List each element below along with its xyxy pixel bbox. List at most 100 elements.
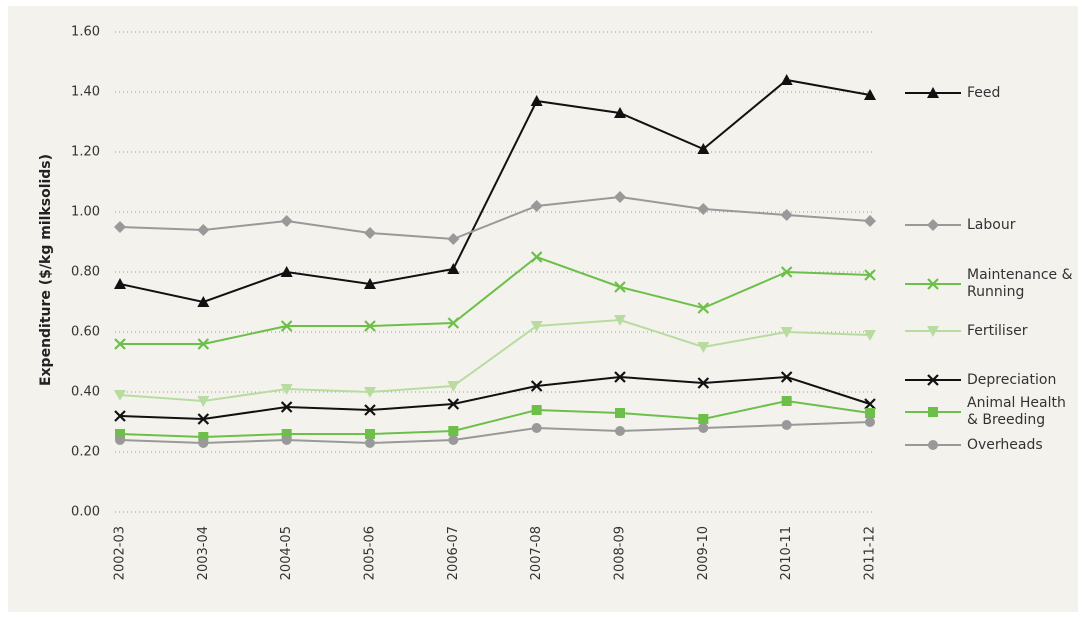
y-tick-label: 0.20 bbox=[71, 445, 100, 460]
x-tick-label: 2011-12 bbox=[863, 526, 878, 580]
marker bbox=[864, 330, 876, 341]
legend-swatch bbox=[905, 219, 961, 231]
marker bbox=[448, 426, 459, 436]
legend-swatch bbox=[905, 440, 961, 450]
legend-item: Labour bbox=[903, 208, 1077, 242]
marker bbox=[865, 417, 875, 427]
marker bbox=[280, 215, 293, 227]
legend-item: Depreciation bbox=[903, 363, 1077, 397]
legend-swatch bbox=[905, 326, 961, 337]
x-tick-label: 2006-07 bbox=[446, 526, 461, 580]
marker bbox=[447, 317, 460, 329]
x-tick-label: 2010-11 bbox=[779, 526, 794, 580]
marker bbox=[697, 203, 710, 215]
marker bbox=[114, 410, 126, 422]
marker bbox=[864, 269, 876, 281]
legend-item: Overheads bbox=[903, 428, 1077, 462]
marker bbox=[928, 440, 938, 450]
marker bbox=[614, 107, 626, 118]
legend-item: Animal Health & Breeding bbox=[903, 395, 1077, 429]
marker bbox=[364, 387, 376, 398]
marker bbox=[780, 209, 793, 221]
y-tick-label: 0.00 bbox=[71, 505, 100, 520]
marker bbox=[531, 405, 542, 415]
marker bbox=[698, 414, 709, 424]
marker bbox=[281, 429, 292, 439]
marker bbox=[780, 327, 793, 338]
marker bbox=[928, 407, 938, 417]
series-line bbox=[119, 195, 871, 241]
marker bbox=[198, 432, 209, 442]
marker bbox=[864, 89, 876, 100]
marker bbox=[447, 381, 460, 392]
legend-item: Maintenance & Running bbox=[903, 267, 1077, 301]
marker bbox=[197, 296, 210, 307]
legend-label: Animal Health & Breeding bbox=[967, 395, 1066, 428]
marker bbox=[197, 224, 210, 236]
marker bbox=[197, 413, 210, 425]
series-line bbox=[119, 421, 871, 445]
marker bbox=[114, 390, 126, 401]
marker bbox=[615, 408, 625, 418]
marker bbox=[614, 281, 626, 293]
marker bbox=[927, 326, 939, 337]
marker bbox=[364, 404, 376, 416]
marker bbox=[927, 219, 939, 231]
marker bbox=[530, 95, 543, 106]
marker bbox=[864, 398, 876, 410]
marker bbox=[864, 215, 876, 227]
marker bbox=[698, 423, 709, 433]
marker bbox=[280, 266, 293, 277]
marker bbox=[697, 143, 710, 154]
y-tick-label: 0.80 bbox=[71, 265, 100, 280]
legend-item: Feed bbox=[903, 76, 1077, 110]
marker bbox=[447, 263, 460, 274]
legend-label: Maintenance & Running bbox=[967, 267, 1073, 300]
marker bbox=[530, 251, 543, 263]
marker bbox=[197, 338, 210, 350]
chart-background bbox=[8, 6, 1078, 612]
marker bbox=[448, 435, 459, 445]
marker bbox=[365, 429, 375, 439]
marker bbox=[531, 423, 542, 433]
marker bbox=[280, 384, 293, 395]
y-tick-label: 1.00 bbox=[71, 205, 100, 220]
x-tick-label: 2003-04 bbox=[196, 526, 211, 580]
series-line bbox=[119, 375, 871, 421]
marker bbox=[927, 87, 939, 98]
marker bbox=[364, 320, 376, 332]
y-tick-label: 1.20 bbox=[71, 145, 100, 160]
legend-label: Labour bbox=[967, 216, 1016, 233]
marker bbox=[697, 377, 710, 389]
legend-swatch bbox=[905, 374, 961, 386]
marker bbox=[614, 191, 626, 203]
marker bbox=[927, 278, 939, 290]
marker bbox=[927, 374, 939, 386]
marker bbox=[697, 302, 710, 314]
x-tick-label: 2009-10 bbox=[696, 526, 711, 580]
marker bbox=[780, 266, 793, 278]
y-tick-label: 0.60 bbox=[71, 325, 100, 340]
y-tick-label: 0.40 bbox=[71, 385, 100, 400]
series-line bbox=[119, 78, 871, 304]
y-tick-label: 1.60 bbox=[71, 25, 100, 40]
series-line bbox=[119, 318, 871, 403]
x-tick-label: 2007-08 bbox=[529, 526, 544, 580]
x-tick-label: 2002-03 bbox=[113, 526, 128, 580]
marker bbox=[364, 278, 376, 289]
marker bbox=[280, 320, 293, 332]
marker bbox=[198, 438, 209, 448]
marker bbox=[615, 426, 625, 436]
marker bbox=[781, 396, 792, 406]
legend-label: Depreciation bbox=[967, 371, 1057, 388]
marker bbox=[365, 438, 375, 448]
legend-swatch bbox=[905, 278, 961, 290]
y-tick-label: 1.40 bbox=[71, 85, 100, 100]
x-tick-label: 2004-05 bbox=[279, 526, 294, 580]
marker bbox=[780, 74, 793, 85]
marker bbox=[115, 435, 125, 445]
marker bbox=[780, 371, 793, 383]
y-axis-label: Expenditure ($/kg milksolids) bbox=[38, 154, 54, 386]
